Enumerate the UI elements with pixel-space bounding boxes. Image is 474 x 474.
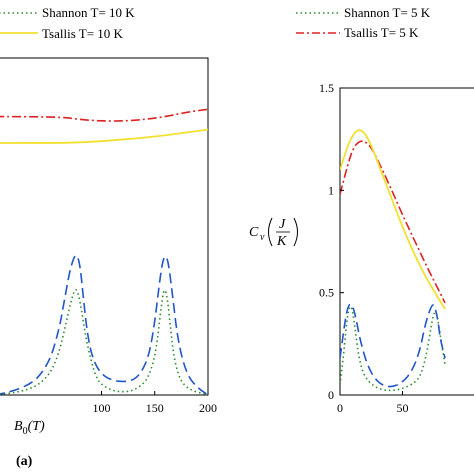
legend-a-tsallis-label: Tsallis T= 10 K [42,26,124,41]
panel-a-curves [0,108,208,395]
panel-a-series-3-line [0,128,208,144]
legend-b-tsallis-label: Tsallis T= 5 K [344,25,419,40]
panel-a-x-ticks: 100 150 200 [93,391,217,415]
legend-panel-b: Shannon T= 5 K Tsallis T= 5 K [296,5,431,40]
panel-b-series-2-line [340,140,446,304]
panel-a-x-tick-label-0: 100 [93,401,111,415]
panel-b-x-tick-label-1: 50 [397,401,409,415]
panel-a-series-2-line [0,108,208,122]
panel-b-y-tick-label-2: 1 [328,183,334,197]
panel-a-frame [0,57,209,396]
panel-b-frame [339,87,474,396]
panel-b-y-tick-label-0: 0 [328,388,334,402]
x-title-subscript: 0 [23,426,28,437]
panel-a-x-tick-label-1: 150 [146,401,164,415]
panel-b-curves [340,129,446,392]
panel-b-series-0-line [340,305,446,392]
panel-a-series-1-line [0,254,208,395]
y-title-unit-denominator: K [276,234,287,249]
legend-b-shannon-label: Shannon T= 5 K [344,5,431,20]
panel-b-series-3-line [340,129,446,310]
x-title-unit: (T) [28,419,45,434]
x-title-symbol: B [14,419,23,434]
panel-b-series-1-line [340,303,446,388]
panel-b-x-tick-label-0: 0 [337,401,343,415]
panel-a-x-tick-label-2: 200 [199,401,217,415]
panel-b-y-tick-label-3: 1.5 [319,81,334,95]
y-title-left-paren [268,217,273,247]
panel-b-y-ticks: 0 0.5 1 1.5 [319,81,344,402]
panel-b-y-axis-title: C v J K [249,217,298,249]
legend-panel-a: Shannon T= 10 K Tsallis T= 10 K [0,5,135,41]
panel-b-y-tick-label-1: 0.5 [319,286,334,300]
y-title-right-paren [293,217,298,247]
panel-b-x-ticks: 0 50 [337,391,409,415]
panel-a-label: (a) [16,454,33,469]
y-title-subscript: v [260,232,265,243]
y-title-unit-numerator: J [279,217,286,232]
panel-a-series-0-line [0,289,208,395]
y-title-symbol: C [249,225,259,240]
legend-a-shannon-label: Shannon T= 10 K [42,5,135,20]
panel-a-x-axis-title: B0(T) [14,419,45,437]
